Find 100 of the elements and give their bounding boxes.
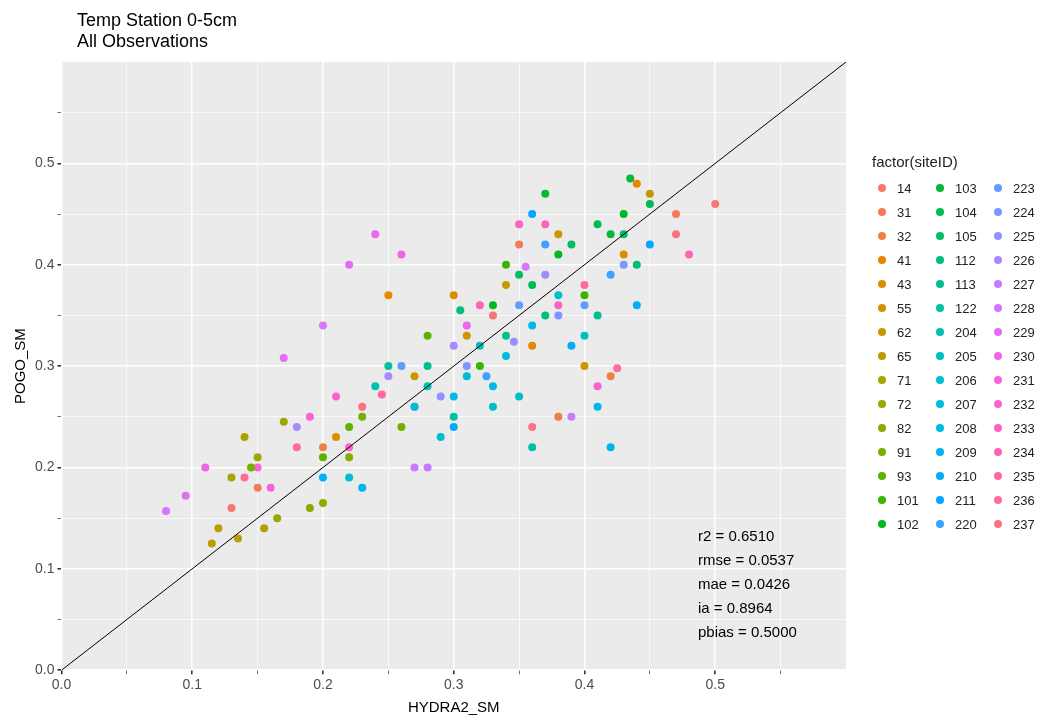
- legend-label: 82: [897, 420, 912, 436]
- point: [449, 422, 458, 431]
- point: [345, 260, 354, 269]
- point: [528, 443, 537, 452]
- y-tick-label: 0.2: [34, 458, 55, 475]
- point: [253, 453, 262, 462]
- point: [279, 353, 288, 362]
- legend-title: factor(siteID): [872, 153, 959, 170]
- point: [397, 362, 406, 371]
- y-axis-title: POGO_SM: [11, 328, 29, 405]
- point: [593, 382, 602, 391]
- point: [305, 412, 314, 421]
- legend-label: 225: [1013, 228, 1035, 244]
- legend-label: 206: [955, 372, 977, 388]
- point: [619, 260, 628, 269]
- point: [371, 382, 380, 391]
- legend-label: 113: [955, 276, 976, 292]
- point: [606, 443, 615, 452]
- point: [502, 260, 511, 269]
- legend-label: 234: [1013, 444, 1035, 460]
- x-tick-label: 0.1: [182, 676, 203, 693]
- point: [502, 331, 511, 340]
- point: [528, 341, 537, 350]
- legend-label: 223: [1013, 180, 1035, 196]
- point: [632, 179, 641, 188]
- point: [384, 362, 393, 371]
- point: [397, 250, 406, 259]
- point: [619, 210, 628, 219]
- legend-label: 229: [1013, 324, 1035, 340]
- point: [345, 473, 354, 482]
- y-tick-label: 0.0: [34, 661, 55, 678]
- legend-label: 231: [1013, 372, 1035, 388]
- point: [384, 291, 393, 300]
- annotation: r2 = 0.6510: [698, 527, 775, 545]
- point: [162, 507, 171, 516]
- point: [436, 433, 445, 442]
- point: [580, 281, 589, 290]
- point: [554, 311, 563, 320]
- legend-label: 224: [1013, 204, 1035, 220]
- x-tick-label: 0.5: [705, 676, 726, 693]
- legend-label: 101: [897, 492, 919, 508]
- legend-label: 43: [897, 276, 912, 292]
- point: [214, 524, 223, 533]
- point: [488, 402, 497, 411]
- point: [672, 230, 681, 239]
- point: [619, 250, 628, 259]
- legend-label: 41: [897, 252, 912, 268]
- point: [593, 311, 602, 320]
- point: [358, 402, 367, 411]
- point: [580, 301, 589, 310]
- annotation: ia = 0.8964: [698, 599, 773, 617]
- point: [528, 321, 537, 330]
- point: [502, 281, 511, 290]
- point: [541, 240, 550, 249]
- x-tick-label: 0.4: [574, 676, 595, 693]
- point: [515, 392, 524, 401]
- point: [449, 291, 458, 300]
- point: [711, 199, 720, 208]
- point: [371, 230, 380, 239]
- point: [384, 372, 393, 381]
- point: [645, 199, 654, 208]
- point: [240, 433, 249, 442]
- point: [358, 483, 367, 492]
- legend-label: 32: [897, 228, 912, 244]
- point: [201, 463, 210, 472]
- legend-label: 207: [955, 396, 977, 412]
- chart-subtitle: All Observations: [77, 31, 210, 52]
- point: [233, 534, 242, 543]
- legend-label: 31: [897, 204, 912, 220]
- point: [554, 230, 563, 239]
- legend-label: 230: [1013, 348, 1035, 364]
- legend-label: 208: [955, 420, 977, 436]
- point: [567, 341, 576, 350]
- point: [247, 463, 256, 472]
- point: [462, 321, 471, 330]
- legend-label: 93: [897, 468, 912, 484]
- legend-label: 204: [955, 324, 977, 340]
- point: [240, 473, 249, 482]
- point: [626, 174, 635, 183]
- legend-label: 62: [897, 324, 912, 340]
- point: [613, 364, 622, 373]
- point: [279, 417, 288, 426]
- point: [181, 491, 190, 500]
- point: [685, 250, 694, 259]
- point: [292, 443, 301, 452]
- point: [207, 539, 216, 548]
- annotation: mae = 0.0426: [698, 575, 791, 593]
- point: [358, 412, 367, 421]
- point: [410, 372, 419, 381]
- point: [554, 412, 563, 421]
- legend-label: 103: [955, 180, 977, 196]
- point: [488, 382, 497, 391]
- point: [318, 453, 327, 462]
- point: [332, 433, 341, 442]
- point: [345, 422, 354, 431]
- legend-label: 65: [897, 348, 912, 364]
- annotation: rmse = 0.0537: [698, 551, 795, 569]
- point: [515, 301, 524, 310]
- point: [345, 453, 354, 462]
- point: [462, 372, 471, 381]
